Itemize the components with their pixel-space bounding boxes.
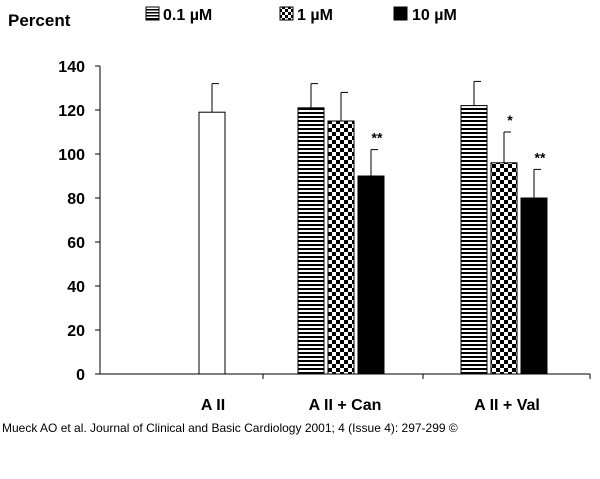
bar [198, 111, 226, 375]
bar [520, 197, 548, 375]
significance-label: * [507, 112, 513, 128]
bar [327, 120, 355, 375]
y-tick-label: 0 [76, 367, 85, 384]
bar-chart: Percent 0.1 µM 1 µM 10 µM 0 20 40 60 80 100 120 1… [8, 6, 591, 414]
bar [460, 105, 488, 375]
legend-label: 0.1 µM [163, 7, 212, 24]
x-category-label: A II + Can [309, 397, 382, 414]
bar [297, 107, 325, 375]
axes: 0 20 40 60 80 100 120 140 A II A II + Can A II + V… [58, 59, 591, 414]
citation: Mueck AO et al. Journal of Clinical and … [2, 421, 458, 435]
y-axis-label: Percent [8, 11, 71, 30]
significance-label: ** [372, 130, 383, 146]
x-category-label: A II [201, 397, 225, 414]
y-tick-label: 120 [58, 103, 85, 120]
y-tick-label: 100 [58, 147, 85, 164]
x-category-label: A II + Val [474, 397, 540, 414]
legend-label: 10 µM [412, 7, 457, 24]
y-tick-label: 40 [67, 279, 85, 296]
legend-label: 1 µM [297, 7, 333, 24]
y-tick-label: 80 [67, 191, 85, 208]
bar [357, 175, 385, 375]
y-tick-label: 20 [67, 323, 85, 340]
bar [490, 162, 518, 375]
y-tick-label: 60 [67, 235, 85, 252]
legend-swatch [145, 6, 160, 21]
significance-label: ** [535, 149, 546, 165]
legend-swatch [393, 6, 408, 21]
y-tick-label: 140 [58, 59, 85, 76]
legend: 0.1 µM 1 µM 10 µM [145, 6, 457, 24]
bars: ***** [198, 80, 548, 375]
legend-swatch [279, 6, 294, 21]
